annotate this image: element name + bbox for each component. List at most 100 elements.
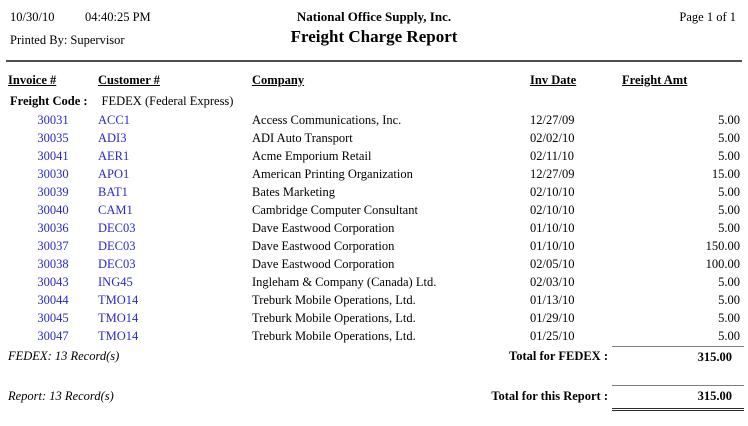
table-row: 30041 AER1 Acme Emporium Retail 02/11/10… bbox=[8, 147, 740, 165]
freight-amt-cell: 100.00 bbox=[705, 256, 740, 271]
customer-link[interactable]: DEC03 bbox=[98, 220, 136, 235]
report-header: 10/30/10 04:40:25 PM Printed By: Supervi… bbox=[0, 0, 748, 60]
table-row: 30030 APO1 American Printing Organizatio… bbox=[8, 165, 740, 183]
invoice-link[interactable]: 30039 bbox=[37, 184, 69, 199]
header-rule bbox=[6, 60, 742, 62]
table-row: 30045 TMO14 Treburk Mobile Operations, L… bbox=[8, 309, 740, 327]
table-row: 30031 ACC1 Access Communications, Inc. 1… bbox=[8, 111, 740, 129]
inv-date-cell: 02/02/10 bbox=[530, 130, 575, 145]
table-row: 30037 DEC03 Dave Eastwood Corporation 01… bbox=[8, 237, 740, 255]
report-summary: Report: 13 Record(s) Total for this Repo… bbox=[8, 383, 744, 415]
inv-date-cell: 02/05/10 bbox=[530, 256, 575, 271]
table-row: 30036 DEC03 Dave Eastwood Corporation 01… bbox=[8, 219, 740, 237]
col-header-invoice: Invoice # bbox=[8, 72, 57, 87]
freight-amt-cell: 5.00 bbox=[718, 130, 740, 145]
company-cell: Dave Eastwood Corporation bbox=[252, 220, 395, 235]
invoice-link[interactable]: 30038 bbox=[37, 256, 69, 271]
page-title: Freight Charge Report bbox=[290, 27, 458, 46]
customer-link[interactable]: ING45 bbox=[98, 274, 133, 289]
freight-amt-cell: 5.00 bbox=[718, 220, 740, 235]
group-summary: FEDEX: 13 Record(s) Total for FEDEX : 31… bbox=[8, 345, 744, 371]
group-record-count: FEDEX: 13 Record(s) bbox=[8, 349, 120, 363]
freight-code-value: FEDEX (Federal Express) bbox=[101, 94, 234, 108]
freight-amt-cell: 15.00 bbox=[711, 166, 740, 181]
inv-date-cell: 12/27/09 bbox=[530, 166, 575, 181]
freight-code-row: Freight Code : FEDEX (Federal Express) bbox=[8, 92, 740, 111]
table-body: Freight Code : FEDEX (Federal Express) 30… bbox=[8, 92, 740, 345]
table-row: 30038 DEC03 Dave Eastwood Corporation 02… bbox=[8, 255, 740, 273]
freight-amt-cell: 150.00 bbox=[705, 238, 740, 253]
freight-amt-cell: 5.00 bbox=[718, 274, 740, 289]
inv-date-cell: 02/11/10 bbox=[530, 148, 574, 163]
freight-amt-cell: 5.00 bbox=[718, 292, 740, 307]
table-row: 30040 CAM1 Cambridge Computer Consultant… bbox=[8, 201, 740, 219]
invoice-link[interactable]: 30044 bbox=[37, 292, 69, 307]
company-cell: Treburk Mobile Operations, Ltd. bbox=[252, 310, 416, 325]
inv-date-cell: 02/03/10 bbox=[530, 274, 575, 289]
invoice-link[interactable]: 30035 bbox=[37, 130, 69, 145]
printed-by: Printed By: Supervisor bbox=[10, 33, 125, 47]
inv-date-cell: 02/10/10 bbox=[530, 202, 575, 217]
customer-link[interactable]: BAT1 bbox=[98, 184, 128, 199]
customer-link[interactable]: TMO14 bbox=[98, 292, 139, 307]
table-row: 30039 BAT1 Bates Marketing 02/10/10 5.00 bbox=[8, 183, 740, 201]
report-total-label: Total for this Report : bbox=[491, 389, 608, 403]
print-date: 10/30/10 bbox=[10, 10, 55, 24]
inv-date-cell: 01/25/10 bbox=[530, 328, 575, 343]
customer-link[interactable]: DEC03 bbox=[98, 238, 136, 253]
freight-amt-cell: 5.00 bbox=[718, 202, 740, 217]
customer-link[interactable]: TMO14 bbox=[98, 310, 139, 325]
company-cell: Acme Emporium Retail bbox=[252, 148, 372, 163]
print-time: 04:40:25 PM bbox=[85, 10, 151, 24]
customer-link[interactable]: ADI3 bbox=[98, 130, 127, 145]
col-header-customer: Customer # bbox=[98, 72, 160, 87]
group-total-label: Total for FEDEX : bbox=[509, 349, 608, 363]
company-cell: Access Communications, Inc. bbox=[252, 112, 402, 127]
inv-date-cell: 01/29/10 bbox=[530, 310, 575, 325]
freight-amt-cell: 5.00 bbox=[718, 184, 740, 199]
customer-link[interactable]: CAM1 bbox=[98, 202, 133, 217]
freight-table: Invoice # Customer # Company Inv Date Fr… bbox=[8, 68, 740, 345]
customer-link[interactable]: ACC1 bbox=[98, 112, 130, 127]
invoice-link[interactable]: 30037 bbox=[37, 238, 69, 253]
inv-date-cell: 12/27/09 bbox=[530, 112, 575, 127]
col-header-company: Company bbox=[252, 72, 305, 87]
table-row: 30047 TMO14 Treburk Mobile Operations, L… bbox=[8, 327, 740, 345]
group-total-amount: 315.00 bbox=[612, 346, 744, 369]
company-cell: ADI Auto Transport bbox=[252, 130, 353, 145]
company-cell: Treburk Mobile Operations, Ltd. bbox=[252, 328, 416, 343]
freight-amt-cell: 5.00 bbox=[718, 112, 740, 127]
freight-amt-cell: 5.00 bbox=[718, 328, 740, 343]
page-number: Page 1 of 1 bbox=[679, 10, 736, 24]
col-header-freight-amt: Freight Amt bbox=[622, 72, 688, 87]
invoice-link[interactable]: 30043 bbox=[37, 274, 69, 289]
customer-link[interactable]: TMO14 bbox=[98, 328, 139, 343]
company-cell: Bates Marketing bbox=[252, 184, 335, 199]
table-row: 30043 ING45 Ingleham & Company (Canada) … bbox=[8, 273, 740, 291]
invoice-link[interactable]: 30047 bbox=[37, 328, 69, 343]
invoice-link[interactable]: 30036 bbox=[37, 220, 69, 235]
inv-date-cell: 01/10/10 bbox=[530, 238, 575, 253]
invoice-link[interactable]: 30045 bbox=[37, 310, 69, 325]
company-cell: Treburk Mobile Operations, Ltd. bbox=[252, 292, 416, 307]
company-cell: Ingleham & Company (Canada) Ltd. bbox=[252, 274, 437, 289]
company-cell: Cambridge Computer Consultant bbox=[252, 202, 418, 217]
report-record-count: Report: 13 Record(s) bbox=[8, 389, 114, 403]
report-total-amount: 315.00 bbox=[612, 385, 744, 411]
customer-link[interactable]: AER1 bbox=[98, 148, 130, 163]
company-cell: Dave Eastwood Corporation bbox=[252, 238, 395, 253]
inv-date-cell: 01/13/10 bbox=[530, 292, 575, 307]
company-name: National Office Supply, Inc. bbox=[296, 9, 452, 24]
customer-link[interactable]: DEC03 bbox=[98, 256, 136, 271]
freight-amt-cell: 5.00 bbox=[718, 310, 740, 325]
freight-code-label: Freight Code : bbox=[10, 94, 88, 108]
inv-date-cell: 02/10/10 bbox=[530, 184, 575, 199]
invoice-link[interactable]: 30040 bbox=[37, 202, 69, 217]
invoice-link[interactable]: 30030 bbox=[37, 166, 69, 181]
invoice-link[interactable]: 30031 bbox=[37, 112, 69, 127]
freight-amt-cell: 5.00 bbox=[718, 148, 740, 163]
invoice-link[interactable]: 30041 bbox=[37, 148, 69, 163]
col-header-inv-date: Inv Date bbox=[530, 72, 577, 87]
customer-link[interactable]: APO1 bbox=[98, 166, 130, 181]
